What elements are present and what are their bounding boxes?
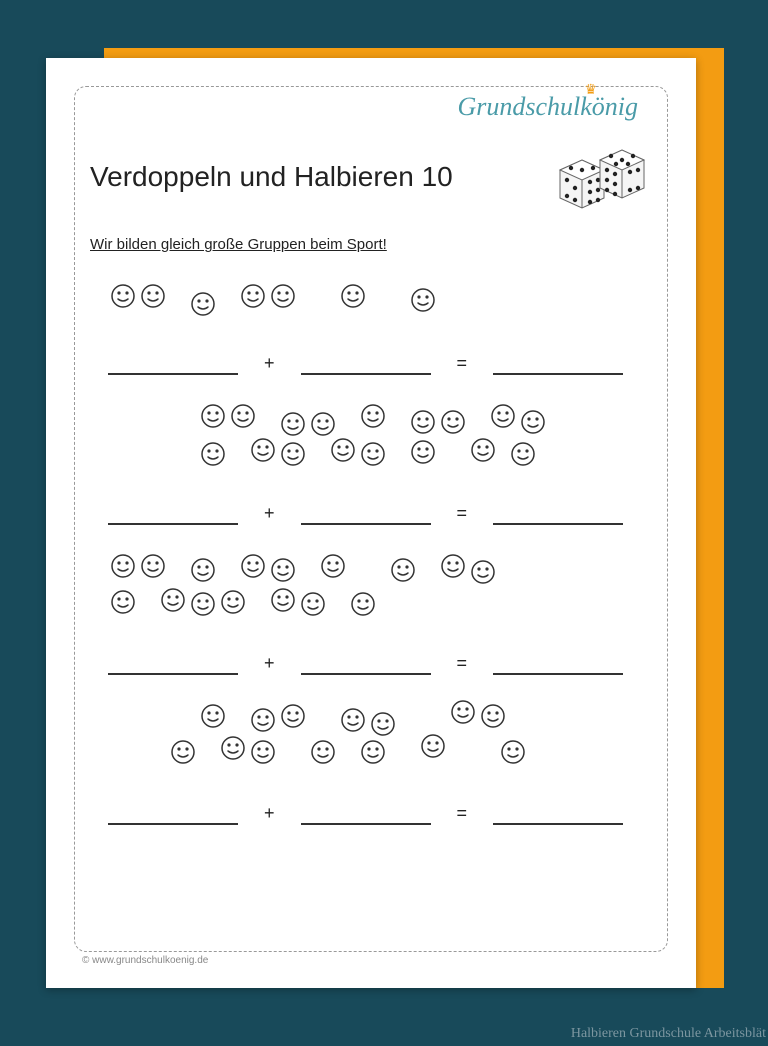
smiley-icon	[160, 587, 186, 618]
smiley-icon	[330, 437, 356, 468]
smiley-icon	[420, 733, 446, 764]
blank-input[interactable]	[301, 651, 431, 675]
smiley-icon	[490, 403, 516, 434]
smiley-area	[110, 703, 632, 793]
plus-operator: +	[258, 653, 281, 674]
smiley-icon	[110, 283, 136, 314]
problem-1: +=	[90, 283, 652, 375]
smiley-icon	[500, 739, 526, 770]
smiley-icon	[200, 441, 226, 472]
equals-operator: =	[451, 353, 474, 374]
title-row: Verdoppeln und Halbieren 10	[90, 142, 652, 212]
watermark-text: Halbieren Grundschule Arbeitsblät	[571, 1026, 766, 1042]
smiley-icon	[520, 409, 546, 440]
smiley-icon	[310, 739, 336, 770]
smiley-icon	[410, 439, 436, 470]
smiley-icon	[440, 409, 466, 440]
problems-container: +=+=+=+=	[90, 283, 652, 825]
smiley-icon	[450, 699, 476, 730]
smiley-icon	[280, 441, 306, 472]
blank-input[interactable]	[108, 351, 238, 375]
smiley-icon	[410, 287, 436, 318]
smiley-icon	[190, 591, 216, 622]
logo-text: Grundschulkönig	[457, 92, 638, 121]
equation-row: +=	[90, 351, 652, 375]
smiley-icon	[280, 703, 306, 734]
plus-operator: +	[258, 353, 281, 374]
problem-4: +=	[90, 703, 652, 825]
smiley-icon	[390, 557, 416, 588]
smiley-icon	[360, 403, 386, 434]
dice-icon	[552, 142, 652, 212]
blank-input[interactable]	[493, 801, 623, 825]
smiley-icon	[270, 557, 296, 588]
equals-operator: =	[451, 803, 474, 824]
smiley-icon	[320, 553, 346, 584]
problem-2: +=	[90, 403, 652, 525]
smiley-icon	[190, 291, 216, 322]
smiley-icon	[140, 283, 166, 314]
smiley-icon	[510, 441, 536, 472]
smiley-icon	[360, 441, 386, 472]
logo: ♛ Grundschulkönig	[80, 92, 662, 128]
equation-row: +=	[90, 501, 652, 525]
smiley-icon	[470, 559, 496, 590]
footer-copyright: © www.grundschulkoenig.de	[82, 955, 208, 966]
smiley-icon	[470, 437, 496, 468]
crown-icon: ♛	[584, 82, 597, 99]
smiley-icon	[230, 403, 256, 434]
equation-row: +=	[90, 651, 652, 675]
smiley-icon	[200, 703, 226, 734]
equals-operator: =	[451, 503, 474, 524]
smiley-icon	[250, 437, 276, 468]
smiley-icon	[440, 553, 466, 584]
smiley-area	[110, 553, 632, 643]
smiley-icon	[250, 739, 276, 770]
smiley-icon	[480, 703, 506, 734]
smiley-icon	[220, 735, 246, 766]
smiley-icon	[280, 411, 306, 442]
worksheet-paper: ♛ Grundschulkönig Verdoppeln und Halbier…	[46, 58, 696, 988]
blank-input[interactable]	[301, 801, 431, 825]
smiley-area	[110, 283, 632, 343]
blank-input[interactable]	[493, 651, 623, 675]
equation-row: +=	[90, 801, 652, 825]
smiley-icon	[200, 403, 226, 434]
smiley-icon	[410, 409, 436, 440]
smiley-area	[110, 403, 632, 493]
smiley-icon	[140, 553, 166, 584]
smiley-icon	[270, 587, 296, 618]
blank-input[interactable]	[108, 651, 238, 675]
blank-input[interactable]	[108, 801, 238, 825]
smiley-icon	[240, 553, 266, 584]
blank-input[interactable]	[301, 351, 431, 375]
blank-input[interactable]	[493, 501, 623, 525]
subtitle: Wir bilden gleich große Gruppen beim Spo…	[90, 236, 652, 253]
smiley-icon	[110, 589, 136, 620]
smiley-icon	[190, 557, 216, 588]
smiley-icon	[220, 589, 246, 620]
page-title: Verdoppeln und Halbieren 10	[90, 161, 534, 193]
smiley-icon	[110, 553, 136, 584]
smiley-icon	[340, 707, 366, 738]
plus-operator: +	[258, 803, 281, 824]
smiley-icon	[360, 739, 386, 770]
blank-input[interactable]	[108, 501, 238, 525]
smiley-icon	[300, 591, 326, 622]
smiley-icon	[250, 707, 276, 738]
smiley-icon	[350, 591, 376, 622]
smiley-icon	[240, 283, 266, 314]
equals-operator: =	[451, 653, 474, 674]
blank-input[interactable]	[301, 501, 431, 525]
smiley-icon	[340, 283, 366, 314]
smiley-icon	[370, 711, 396, 742]
problem-3: +=	[90, 553, 652, 675]
smiley-icon	[170, 739, 196, 770]
plus-operator: +	[258, 503, 281, 524]
blank-input[interactable]	[493, 351, 623, 375]
smiley-icon	[270, 283, 296, 314]
